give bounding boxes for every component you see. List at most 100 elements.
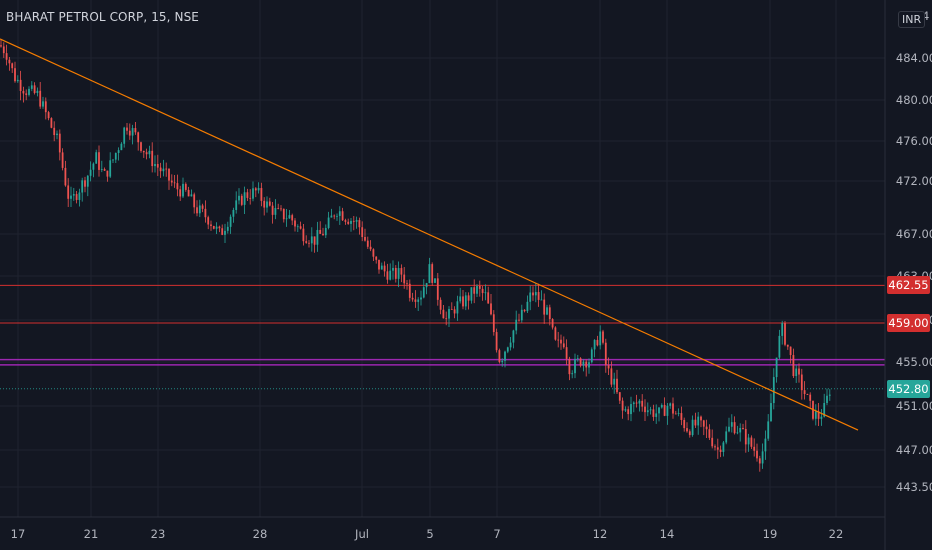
candle-down	[128, 130, 131, 136]
candle-down	[22, 90, 25, 94]
candle-down	[344, 220, 347, 222]
candle-down	[557, 339, 560, 341]
candle-down	[414, 299, 417, 302]
candle-down	[604, 342, 607, 366]
candle-up	[316, 229, 319, 245]
candle-down	[33, 85, 36, 94]
candle-up	[574, 358, 576, 374]
candle-down	[809, 394, 812, 401]
candle-up	[148, 150, 151, 155]
candle-up	[266, 201, 268, 208]
candle-down	[714, 446, 716, 448]
candle-down	[686, 428, 688, 432]
candle-down	[84, 180, 86, 187]
candle-down	[126, 127, 128, 131]
candle-up	[459, 296, 462, 302]
candle-up	[224, 230, 226, 235]
currency-button[interactable]: INR	[898, 11, 926, 28]
candle-up	[257, 188, 260, 191]
candle-down	[137, 132, 140, 143]
x-tick-label: 22	[829, 527, 844, 541]
candle-up	[100, 169, 103, 170]
candle-down	[299, 226, 302, 229]
candle-up	[781, 323, 784, 336]
candle-down	[495, 332, 498, 351]
candle-down	[25, 93, 28, 95]
candle-up	[509, 342, 512, 348]
candle-down	[47, 112, 50, 119]
candle-down	[817, 411, 820, 419]
last-price-tag: 452.80	[887, 379, 930, 398]
candle-up	[736, 432, 739, 434]
candle-up	[36, 90, 39, 94]
candle-down	[67, 185, 70, 199]
horizontal-levels[interactable]	[0, 284, 885, 390]
candle-up	[820, 416, 823, 419]
candle-down	[103, 169, 106, 171]
candle-up	[327, 217, 330, 228]
candle-up	[288, 215, 291, 219]
candle-up	[512, 330, 515, 343]
candle-down	[254, 188, 257, 191]
time-axis[interactable]: 17 21 23 28 Jul 5 7 12 14 19 22	[11, 527, 844, 541]
candle-up	[632, 402, 635, 405]
candle-down	[560, 339, 562, 344]
candle-down	[702, 420, 705, 427]
candle-down	[487, 292, 490, 304]
candle-down	[789, 346, 792, 356]
candle-down	[11, 63, 14, 69]
candle-up	[81, 180, 84, 193]
candle-down	[579, 358, 582, 366]
candle-down	[98, 152, 100, 170]
candle-up	[215, 226, 218, 229]
candle-down	[159, 167, 162, 172]
candle-down	[784, 323, 786, 345]
candle-up	[728, 426, 730, 432]
candle-down	[462, 296, 464, 307]
candle-down	[19, 79, 22, 91]
trendline-layer[interactable]	[0, 38, 859, 431]
candle-down	[708, 429, 711, 438]
candle-down	[196, 207, 198, 214]
candle-up	[355, 220, 358, 222]
candle-down	[445, 318, 448, 320]
candle-up	[772, 377, 775, 404]
candle-down	[249, 197, 252, 199]
candle-down	[64, 167, 67, 186]
candle-down	[543, 299, 546, 315]
candle-down	[786, 344, 789, 347]
candle-up	[795, 368, 798, 377]
candle-down	[585, 361, 588, 368]
candle-down	[14, 68, 16, 82]
candle-down	[151, 150, 154, 167]
candle-down	[204, 208, 207, 218]
price-axis[interactable]: 484.00480.00476.00472.00467.00463.00459.…	[896, 9, 932, 494]
candle-up	[380, 265, 383, 270]
candle-up	[464, 295, 467, 307]
candle-down	[145, 152, 148, 155]
y-tick-label: 472.00	[896, 174, 932, 188]
x-tick-label: 21	[84, 527, 99, 541]
candle-down	[400, 268, 403, 275]
trendline[interactable]	[0, 38, 859, 431]
candle-down	[663, 404, 666, 416]
candle-up	[417, 299, 420, 302]
candle-down	[294, 220, 296, 227]
candle-up	[114, 152, 117, 160]
candle-down	[201, 205, 204, 209]
level-price-tag: 459.00	[887, 314, 930, 332]
candle-down	[44, 101, 47, 113]
candle-up	[109, 160, 112, 177]
candle-up	[761, 451, 764, 464]
candle-down	[333, 215, 336, 217]
candle-up	[576, 358, 579, 360]
candle-up	[666, 405, 669, 416]
y-tick-label: 467.00	[896, 227, 932, 241]
candle-down	[140, 142, 142, 151]
candle-down	[212, 226, 215, 229]
candle-down	[347, 221, 350, 224]
candle-up	[691, 419, 694, 436]
candle-up	[470, 287, 473, 301]
candle-down	[596, 339, 599, 346]
